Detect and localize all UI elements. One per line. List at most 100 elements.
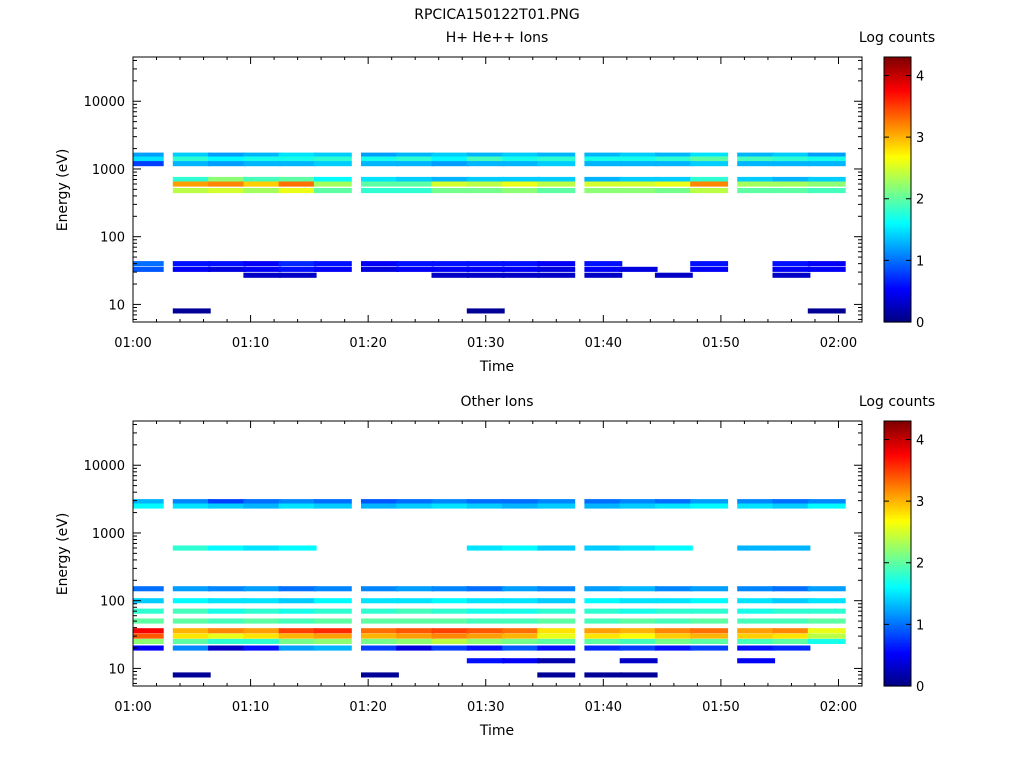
heatmap-cell	[584, 638, 623, 644]
colorbar-segment	[884, 451, 911, 455]
colorbar-segment	[884, 661, 911, 665]
heatmap-cell	[208, 176, 246, 182]
heatmap-cell	[537, 608, 576, 614]
panel-title: Other Ions	[460, 394, 533, 410]
heatmap-cell	[361, 628, 399, 634]
heatmap-cell	[431, 628, 470, 634]
colorbar-segment	[884, 319, 911, 323]
heatmap-cell	[172, 672, 211, 678]
heatmap-cell	[690, 156, 729, 162]
colorbar-segment	[884, 110, 911, 113]
colorbar-segment	[884, 637, 911, 641]
colorbar-segment	[884, 227, 911, 230]
heatmap-cell	[396, 633, 435, 639]
colorbar-segment	[884, 571, 911, 574]
y-tick-label: 10000	[84, 95, 125, 110]
heatmap-cell	[619, 645, 658, 651]
heatmap-cell	[396, 618, 435, 624]
heatmap-cell	[466, 658, 505, 664]
heatmap-cell	[431, 161, 470, 167]
y-axis-label: Energy (eV)	[55, 149, 71, 232]
colorbar-segment	[884, 434, 911, 438]
heatmap-cell	[502, 598, 540, 604]
colorbar-tick-label: 3	[916, 495, 924, 510]
heatmap-cell	[208, 618, 246, 624]
colorbar-segment	[884, 295, 911, 299]
heatmap-cell	[690, 161, 729, 167]
heatmap-cell	[466, 586, 505, 592]
heatmap-cell	[243, 586, 282, 592]
heatmap-cell	[502, 545, 540, 551]
heatmap-cell	[208, 545, 246, 551]
colorbar-segment	[884, 610, 911, 614]
colorbar-segment	[884, 564, 911, 568]
colorbar-segment	[884, 83, 911, 87]
heatmap-cell	[807, 152, 846, 158]
heatmap-cell	[278, 633, 317, 639]
colorbar-segment	[884, 85, 911, 89]
y-axis: 10 100 1000 10000	[84, 59, 862, 320]
heatmap-cell	[690, 499, 729, 505]
colorbar-segment	[884, 429, 911, 433]
heatmap-cell	[396, 645, 435, 651]
colorbar-segment	[884, 421, 911, 424]
heatmap-cell	[584, 261, 623, 267]
colorbar-segment	[884, 648, 911, 652]
heatmap-cell	[361, 618, 399, 624]
colorbar-segment	[884, 617, 911, 621]
heatmap-cell	[737, 645, 776, 651]
heatmap-cell	[537, 658, 576, 664]
heatmap-cell	[361, 181, 399, 187]
heatmap-cell	[313, 628, 352, 634]
heatmap-cell	[807, 503, 846, 509]
colorbar-segment	[884, 502, 911, 506]
colorbar-tick-label: 4	[916, 433, 924, 448]
colorbar-segment	[884, 641, 911, 645]
heatmap-cell	[584, 181, 623, 187]
colorbar-segment	[884, 163, 911, 166]
heatmap-cell	[619, 266, 658, 272]
colorbar-segment	[884, 57, 911, 60]
heatmap-cell	[584, 176, 623, 182]
heatmap-cell	[396, 181, 435, 187]
heatmap-cell	[208, 161, 246, 167]
heatmap-cell	[537, 672, 576, 678]
colorbar-segment	[884, 509, 911, 513]
colorbar-segment	[884, 134, 911, 138]
colorbar-segment	[884, 288, 911, 292]
heatmap-cell	[133, 499, 164, 505]
heatmap-cell	[361, 608, 399, 614]
colorbar-segment	[884, 425, 911, 429]
heatmap-cell	[208, 499, 246, 505]
x-axis-label: Time	[479, 359, 514, 375]
heatmap-cell	[313, 156, 352, 162]
colorbar-segment	[884, 140, 911, 144]
heatmap-cell	[396, 598, 435, 604]
colorbar-segment	[884, 535, 911, 539]
heatmap-cell	[737, 608, 776, 614]
heatmap-cell	[690, 266, 729, 272]
colorbar-segment	[884, 299, 911, 303]
colorbar-segment	[884, 650, 911, 654]
heatmap-cell	[537, 176, 576, 182]
heatmap-cell	[431, 598, 470, 604]
heatmap-cell	[466, 188, 505, 194]
heatmap-cell	[133, 503, 164, 509]
colorbar-segment	[884, 262, 911, 266]
colorbar-segment	[884, 613, 911, 616]
heatmap-cell	[133, 161, 164, 167]
heatmap-cell	[431, 633, 470, 639]
colorbar-segment	[884, 218, 911, 222]
heatmap-cell	[690, 628, 729, 634]
colorbar-segment	[884, 127, 911, 131]
heatmap-cell	[172, 608, 211, 614]
colorbar-segment	[884, 178, 911, 182]
colorbar: 0 1 2 3 4	[883, 420, 924, 695]
colorbar-segment	[884, 467, 911, 471]
colorbar-segment	[884, 498, 911, 502]
colorbar-segment	[884, 284, 911, 288]
colorbar-segment	[884, 151, 911, 155]
colorbar-segment	[884, 211, 911, 215]
colorbar-segment	[884, 606, 911, 610]
heatmap-cell	[737, 633, 776, 639]
